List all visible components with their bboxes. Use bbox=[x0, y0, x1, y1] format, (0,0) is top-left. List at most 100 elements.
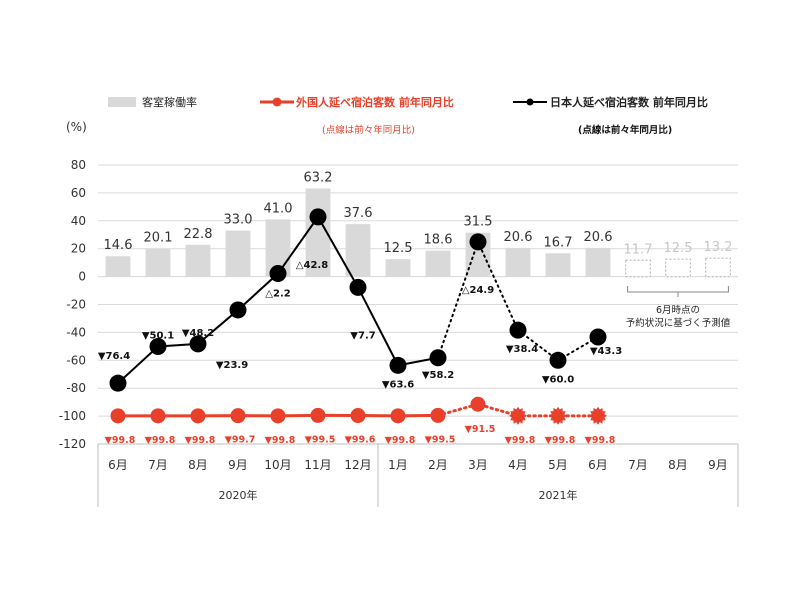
bar-value-label: 14.6 bbox=[104, 238, 133, 253]
x-tick-label: 11月 bbox=[304, 458, 331, 472]
foreign-point-dotted bbox=[549, 406, 567, 425]
bar-value-label: 20.6 bbox=[504, 230, 533, 245]
foreign-point bbox=[190, 408, 206, 424]
japanese-point bbox=[469, 233, 487, 251]
foreign-point bbox=[230, 408, 246, 424]
japanese-value-label: △24.9 bbox=[462, 285, 494, 296]
bar-value-label: 16.7 bbox=[544, 235, 573, 250]
y-axis-unit: (%) bbox=[66, 120, 87, 134]
x-tick-label: 9月 bbox=[708, 458, 728, 472]
x-tick-label: 3月 bbox=[468, 458, 488, 472]
foreign-point bbox=[350, 408, 366, 424]
y-tick-label: 0 bbox=[78, 270, 86, 284]
forecast-note: 6月時点の bbox=[656, 305, 700, 316]
x-tick-label: 7月 bbox=[628, 458, 648, 472]
bar-value-label: 20.6 bbox=[584, 230, 613, 245]
x-tick-label: 9月 bbox=[228, 458, 248, 472]
x-tick-label: 8月 bbox=[188, 458, 208, 472]
occupancy-bar bbox=[105, 256, 131, 277]
occupancy-bar bbox=[545, 253, 571, 277]
japanese-point bbox=[269, 265, 287, 283]
x-tick-label: 12月 bbox=[344, 458, 371, 472]
foreign-point bbox=[110, 408, 126, 424]
japanese-value-label: ▼58.2 bbox=[422, 370, 454, 381]
foreign-point-dotted bbox=[509, 406, 527, 425]
occupancy-bar bbox=[145, 248, 171, 277]
y-tick-label: -80 bbox=[66, 381, 86, 395]
occupancy-bar bbox=[585, 247, 611, 277]
y-tick-label: 40 bbox=[71, 214, 86, 228]
x-tick-label: 5月 bbox=[548, 458, 568, 472]
x-tick-label: 6月 bbox=[588, 458, 608, 472]
bar-value-label: 18.6 bbox=[424, 233, 453, 248]
legend-foreign-swatch bbox=[260, 97, 294, 107]
foreign-value-label: ▼99.5 bbox=[425, 434, 456, 445]
x-tick-label: 6月 bbox=[108, 458, 128, 472]
foreign-value-label: ▼91.5 bbox=[465, 424, 496, 435]
bar-value-label: 12.5 bbox=[664, 241, 693, 256]
legend-bar-swatch bbox=[108, 97, 136, 107]
forecast-bar bbox=[664, 258, 691, 278]
bar-value-label: 11.7 bbox=[624, 242, 653, 257]
occupancy-bar bbox=[345, 224, 371, 277]
japanese-point bbox=[389, 356, 407, 374]
foreign-point bbox=[270, 408, 286, 424]
occupancy-bar bbox=[185, 244, 211, 277]
foreign-point-dotted bbox=[589, 406, 607, 425]
y-tick-label: 20 bbox=[71, 242, 86, 256]
japanese-point bbox=[149, 337, 167, 355]
x-tick-label: 2月 bbox=[428, 458, 448, 472]
foreign-point bbox=[390, 408, 406, 424]
japanese-value-label: ▼63.6 bbox=[382, 379, 414, 390]
bar-value-label: 22.8 bbox=[184, 227, 213, 242]
bar-value-label: 31.5 bbox=[464, 215, 493, 230]
foreign-value-label: ▼99.8 bbox=[505, 435, 536, 446]
x-tick-label: 8月 bbox=[668, 458, 688, 472]
japanese-value-label: ▼43.3 bbox=[590, 346, 622, 357]
foreign-point bbox=[310, 407, 326, 423]
japanese-value-label: △2.2 bbox=[265, 289, 290, 300]
forecast-bracket bbox=[627, 286, 729, 297]
y-tick-label: 60 bbox=[71, 186, 86, 200]
japanese-point bbox=[109, 374, 127, 392]
forecast-bar bbox=[624, 259, 651, 278]
y-tick-label: 80 bbox=[71, 158, 86, 172]
bar-value-label: 33.0 bbox=[224, 213, 253, 228]
foreign-value-label: ▼99.5 bbox=[305, 434, 336, 445]
bar-value-label: 20.1 bbox=[144, 231, 173, 246]
y-tick-label: -60 bbox=[66, 353, 86, 367]
occupancy-bar bbox=[425, 250, 451, 277]
japanese-point bbox=[349, 278, 367, 296]
japanese-value-label: ▼76.4 bbox=[98, 351, 130, 362]
foreign-value-label: ▼99.7 bbox=[225, 435, 256, 446]
year-label: 2021年 bbox=[539, 488, 578, 502]
japanese-point bbox=[229, 301, 247, 319]
legend-japanese-swatch bbox=[513, 98, 547, 106]
foreign-point bbox=[150, 408, 166, 424]
occupancy-bar bbox=[505, 247, 531, 277]
japanese-value-label: ▼38.4 bbox=[506, 344, 538, 355]
x-tick-label: 4月 bbox=[508, 458, 528, 472]
x-tick-label: 1月 bbox=[388, 458, 408, 472]
occupancy-bar bbox=[385, 259, 411, 277]
foreign-value-label: ▼99.8 bbox=[265, 435, 296, 446]
foreign-value-label: ▼99.6 bbox=[345, 435, 376, 446]
legend-bar-label: 客室稼働率 bbox=[142, 96, 197, 109]
foreign-value-label: ▼99.8 bbox=[385, 435, 416, 446]
foreign-point bbox=[430, 407, 446, 423]
foreign-value-label: ▼99.8 bbox=[585, 435, 616, 446]
japanese-point bbox=[549, 351, 567, 369]
foreign-point bbox=[470, 396, 486, 412]
bar-value-label: 41.0 bbox=[264, 201, 293, 216]
japanese-value-label: ▼23.9 bbox=[216, 360, 248, 371]
japanese-point bbox=[189, 335, 207, 353]
japanese-point bbox=[429, 349, 447, 367]
legend-japanese-label: 日本人延べ宿泊客数 前年同月比 bbox=[550, 96, 708, 109]
bar-value-label: 12.5 bbox=[384, 241, 413, 256]
japanese-value-label: ▼48.2 bbox=[182, 328, 214, 339]
forecast-bar bbox=[704, 257, 731, 278]
x-tick-label: 10月 bbox=[264, 458, 291, 472]
foreign-value-label: ▼99.8 bbox=[145, 435, 176, 446]
y-tick-label: -20 bbox=[66, 298, 86, 312]
